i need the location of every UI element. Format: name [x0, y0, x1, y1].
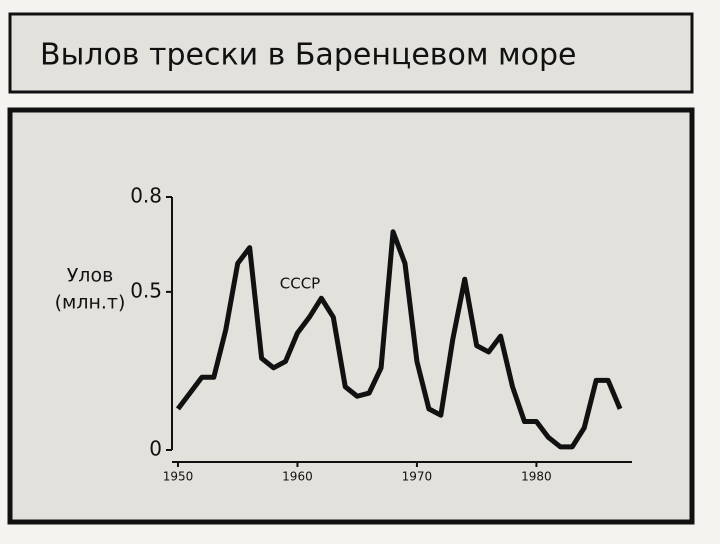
data-line	[175, 229, 623, 450]
chart-title: Вылов трески в Баренцевом море	[40, 38, 577, 73]
title-box	[8, 12, 694, 94]
y-axis-label: (млн.т)	[55, 292, 126, 314]
y-tick-label: 0.8	[130, 184, 162, 208]
x-tick-label: 1980	[521, 470, 552, 484]
series-annotation: СССР	[280, 275, 320, 293]
chart-panel	[7, 107, 695, 525]
x-tick-label: 1960	[282, 470, 313, 484]
x-tick-label: 1950	[163, 470, 194, 484]
y-tick-label: 0.5	[130, 278, 162, 302]
x-tick-label: 1970	[402, 470, 433, 484]
y-tick-label: 0	[149, 437, 162, 461]
y-axis-label: Улов	[67, 265, 114, 287]
